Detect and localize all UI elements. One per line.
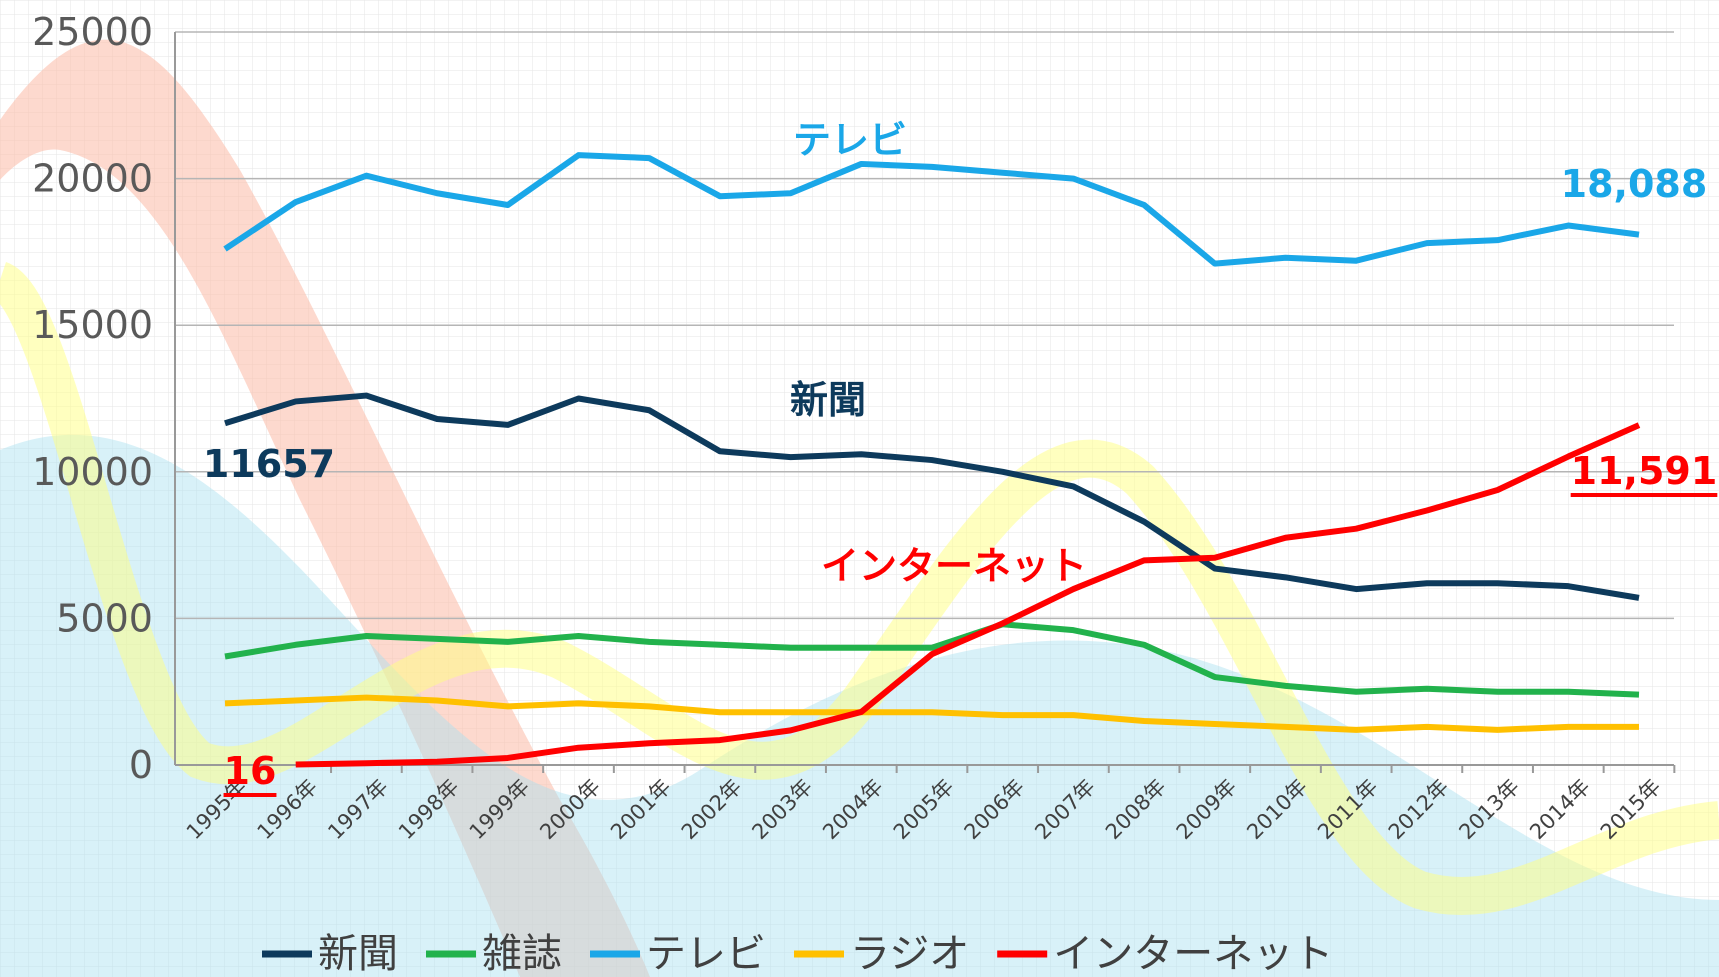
y-tick-label: 25000 [32, 10, 153, 54]
annotation: インターネット [821, 544, 1087, 588]
annotation: テレビ [793, 118, 907, 162]
y-tick-label: 0 [129, 743, 153, 787]
annotation: 16 [224, 749, 277, 793]
y-tick-label: 5000 [56, 596, 153, 640]
legend-label: 雑誌 [482, 931, 562, 977]
legend-label: ラジオ [850, 931, 969, 977]
series-line [224, 694, 1639, 733]
decor-band [0, 39, 650, 977]
y-tick-label: 15000 [32, 303, 153, 347]
y-tick-label: 20000 [32, 157, 153, 201]
legend-label: インターネット [1053, 931, 1333, 977]
series-line [224, 392, 1640, 601]
legend-label: テレビ [646, 931, 766, 977]
legend-label: 新聞 [318, 931, 398, 977]
y-tick-label: 10000 [32, 450, 153, 494]
annotation: 新聞 [790, 378, 866, 422]
series-line [295, 422, 1641, 768]
decor-band [0, 262, 1719, 916]
series-line [223, 152, 1640, 267]
series-line [224, 621, 1640, 698]
annotation: 11,591 [1571, 449, 1718, 493]
annotation: 11657 [203, 442, 335, 486]
annotation: 18,088 [1561, 162, 1708, 206]
